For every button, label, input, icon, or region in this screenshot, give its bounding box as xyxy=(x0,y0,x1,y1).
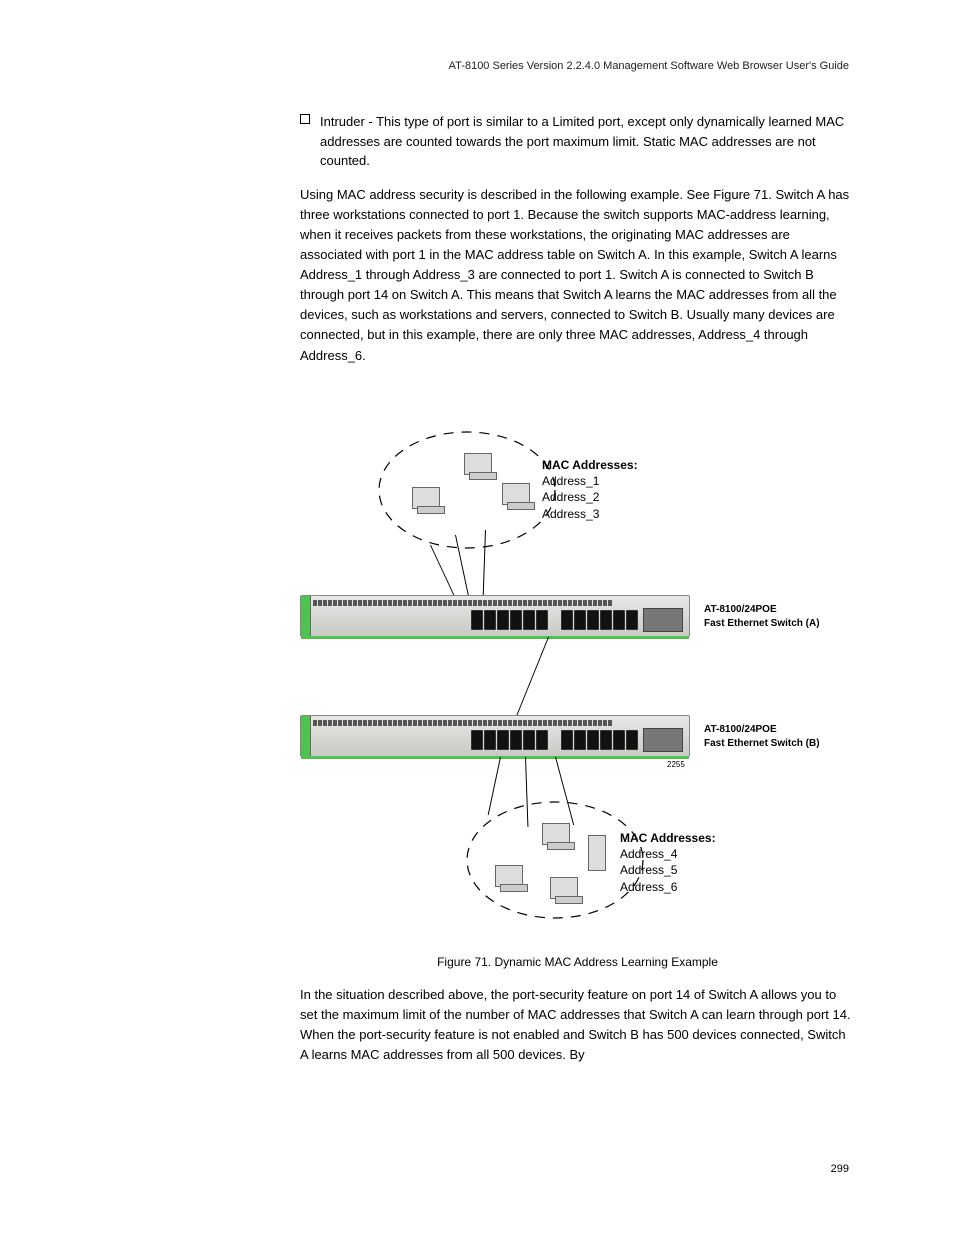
interswitch-link xyxy=(516,637,549,715)
mac-address: Address_6 xyxy=(620,879,716,895)
switch-model: AT-8100/24POE xyxy=(704,723,854,737)
workstation-icon xyxy=(550,877,578,899)
workstation-icon xyxy=(542,823,570,845)
figure-ref-number: 2255 xyxy=(667,760,685,769)
intro-paragraph: Using MAC address security is described … xyxy=(300,185,854,366)
running-header: AT-8100 Series Version 2.2.4.0 Managemen… xyxy=(449,60,849,72)
mac-address: Address_3 xyxy=(542,506,638,522)
mac-address: Address_4 xyxy=(620,846,716,862)
mac-address: Address_2 xyxy=(542,489,638,505)
workstation-icon xyxy=(495,865,523,887)
switch-model: AT-8100/24POE xyxy=(704,603,854,617)
switch-a xyxy=(300,595,690,637)
mac-header: MAC Addresses: xyxy=(620,830,716,846)
mac-address-list-top: MAC Addresses: Address_1 Address_2 Addre… xyxy=(542,457,638,522)
workstation-cloud-top xyxy=(372,425,562,555)
switch-desc: Fast Ethernet Switch (B) xyxy=(704,737,854,751)
bullet-item: Intruder - This type of port is similar … xyxy=(300,112,854,171)
switch-a-label: AT-8100/24POE Fast Ethernet Switch (A) xyxy=(704,603,854,630)
mac-address: Address_1 xyxy=(542,473,638,489)
workstation-icon xyxy=(412,487,440,509)
workstation-icon xyxy=(502,483,530,505)
bullet-text: Intruder - This type of port is similar … xyxy=(320,112,854,171)
mac-address: Address_5 xyxy=(620,862,716,878)
switch-b xyxy=(300,715,690,757)
mac-address-list-bottom: MAC Addresses: Address_4 Address_5 Addre… xyxy=(620,830,716,895)
closing-paragraph: In the situation described above, the po… xyxy=(300,985,855,1066)
mac-header: MAC Addresses: xyxy=(542,457,638,473)
figure-71: MAC Addresses: Address_1 Address_2 Addre… xyxy=(300,425,855,945)
figure-caption: Figure 71. Dynamic MAC Address Learning … xyxy=(300,955,855,969)
bullet-marker xyxy=(300,114,310,124)
server-icon xyxy=(588,835,606,871)
switch-b-label: AT-8100/24POE Fast Ethernet Switch (B) xyxy=(704,723,854,750)
switch-desc: Fast Ethernet Switch (A) xyxy=(704,617,854,631)
page-number: 299 xyxy=(831,1163,849,1175)
workstation-icon xyxy=(464,453,492,475)
